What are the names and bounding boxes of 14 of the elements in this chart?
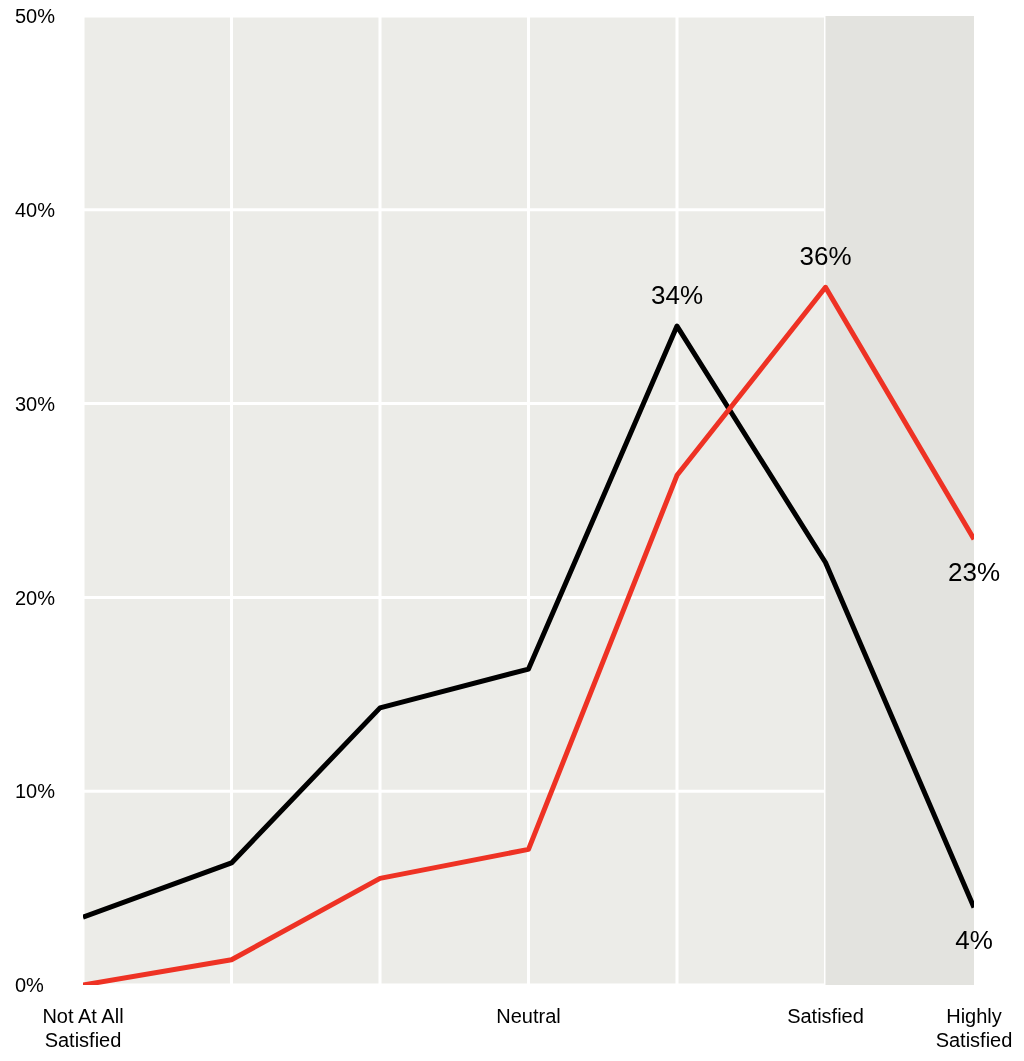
data-label: 23%	[947, 557, 1001, 588]
y-tick-label: 0%	[15, 974, 45, 997]
y-tick-label: 50%	[15, 5, 56, 28]
y-tick-label: 40%	[15, 198, 56, 221]
y-tick-label: 30%	[15, 392, 56, 415]
x-tick-label: Not At All Satisfied	[42, 1005, 124, 1051]
data-label: 34%	[650, 280, 704, 311]
x-tick-label: Highly Satisfied	[935, 1005, 1013, 1051]
data-label: 36%	[799, 241, 852, 272]
data-label: 4%	[955, 925, 993, 956]
x-tick-label: Neutral	[496, 1005, 561, 1027]
x-tick-label: Satisfied	[787, 1005, 864, 1027]
y-tick-label: 20%	[15, 586, 56, 609]
y-tick-label: 10%	[15, 780, 56, 803]
